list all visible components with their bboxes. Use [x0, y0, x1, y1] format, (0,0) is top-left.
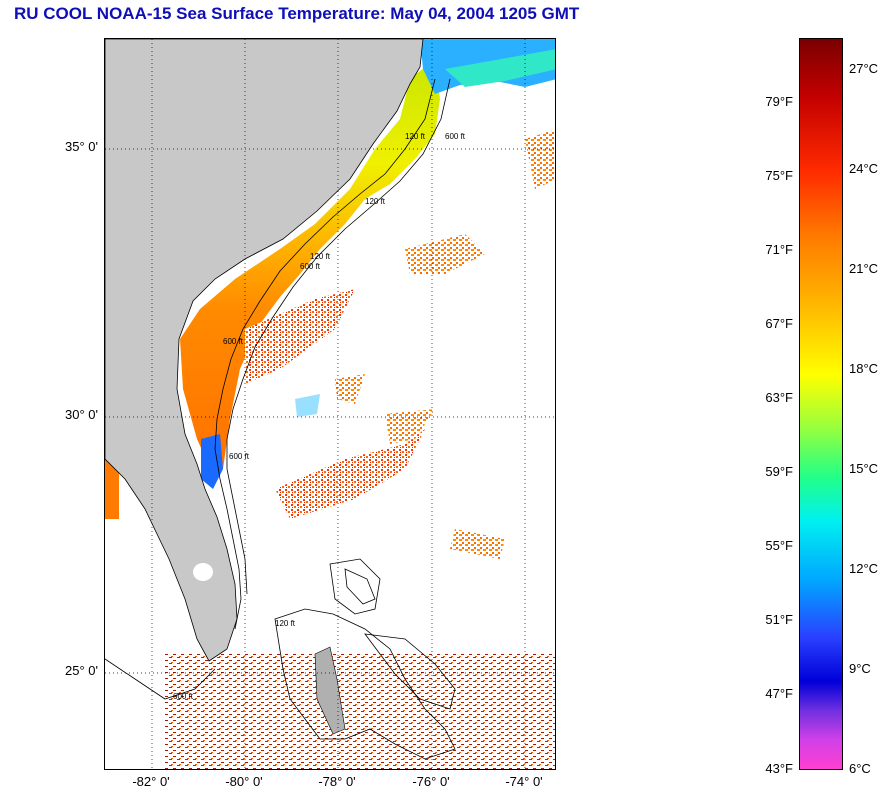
offshore-orange-patch-1 — [275, 429, 425, 519]
offshore-orange-patch-6 — [525, 129, 555, 189]
map-title: RU COOL NOAA-15 Sea Surface Temperature:… — [14, 4, 580, 23]
sst-map-svg: 120 ft 600 ft 120 ft 600 ft 120 ft 600 f… — [105, 39, 555, 769]
contour-bahamas-2 — [329, 558, 381, 615]
contour-label: 120 ft — [365, 197, 386, 206]
contour-label: 120 ft — [405, 132, 426, 141]
lon-label-74: -74° 0' — [505, 774, 543, 789]
lon-label-80: -80° 0' — [225, 774, 263, 789]
offshore-orange-patch-5 — [450, 529, 505, 559]
contour-florida-keys — [105, 658, 216, 700]
colorbar-label-51f: 51°F — [765, 612, 793, 627]
offshore-orange-patch-3 — [405, 234, 485, 274]
sst-map: 120 ft 600 ft 120 ft 600 ft 120 ft 600 f… — [104, 38, 556, 770]
colorbar-label-15c: 15°C — [849, 461, 879, 476]
contour-label: 120 ft — [275, 619, 296, 628]
colorbar-label-27c: 27°C — [849, 61, 879, 76]
colorbar-label-55f: 55°F — [765, 538, 793, 553]
southern-sst-band — [165, 654, 555, 769]
colorbar-label-71f: 71°F — [765, 242, 793, 257]
graticule — [105, 39, 555, 769]
gulf-sst-strip — [105, 459, 119, 519]
land-bahamas-abaco — [344, 568, 376, 605]
colorbar-label-47f: 47°F — [765, 686, 793, 701]
offshore-red-patch — [245, 289, 355, 384]
colorbar-label-9c: 9°C — [849, 661, 871, 676]
lat-label-25: 25° 0' — [65, 663, 98, 678]
contour-bahamas-3 — [364, 633, 456, 710]
offshore-orange-patch-4 — [335, 374, 365, 404]
colorbar-label-18c: 18°C — [849, 361, 879, 376]
north-cyan-water — [445, 49, 555, 87]
coastal-sst-band — [180, 59, 440, 479]
contour-bahamas-1 — [274, 608, 456, 760]
contour-labels: 120 ft 600 ft 120 ft 600 ft 120 ft 600 f… — [173, 132, 466, 701]
land-bahamas-andros — [314, 646, 346, 735]
offshore-blue-speck — [295, 394, 320, 417]
lon-label-78: -78° 0' — [318, 774, 356, 789]
colorbar-label-75f: 75°F — [765, 168, 793, 183]
colorbar-label-21c: 21°C — [849, 261, 879, 276]
contour-label: 120 ft — [310, 252, 331, 261]
temperature-colorbar — [799, 38, 843, 770]
contour-label: 600 ft — [445, 132, 466, 141]
colorbar-label-12c: 12°C — [849, 561, 879, 576]
lat-label-30: 30° 0' — [65, 407, 98, 422]
colorbar-label-24c: 24°C — [849, 161, 879, 176]
colorbar-label-67f: 67°F — [765, 316, 793, 331]
contour-600ft — [226, 78, 451, 595]
colorbar-label-63f: 63°F — [765, 390, 793, 405]
land-us-coast — [105, 39, 424, 662]
contour-120ft — [214, 78, 436, 630]
lake-okeechobee — [193, 563, 213, 581]
contour-label: 600 ft — [223, 337, 244, 346]
colorbar-label-59f: 59°F — [765, 464, 793, 479]
contour-label: 600 ft — [173, 692, 194, 701]
offshore-orange-patch-2 — [385, 409, 435, 444]
lon-label-82: -82° 0' — [132, 774, 170, 789]
contour-label: 600 ft — [300, 262, 321, 271]
lat-label-35: 35° 0' — [65, 139, 98, 154]
colorbar-label-6c: 6°C — [849, 761, 871, 776]
florida-cold-water — [201, 434, 223, 489]
colorbar-label-43f: 43°F — [765, 761, 793, 776]
contour-label: 600 ft — [229, 452, 250, 461]
colorbar-label-79f: 79°F — [765, 94, 793, 109]
lon-label-76: -76° 0' — [412, 774, 450, 789]
